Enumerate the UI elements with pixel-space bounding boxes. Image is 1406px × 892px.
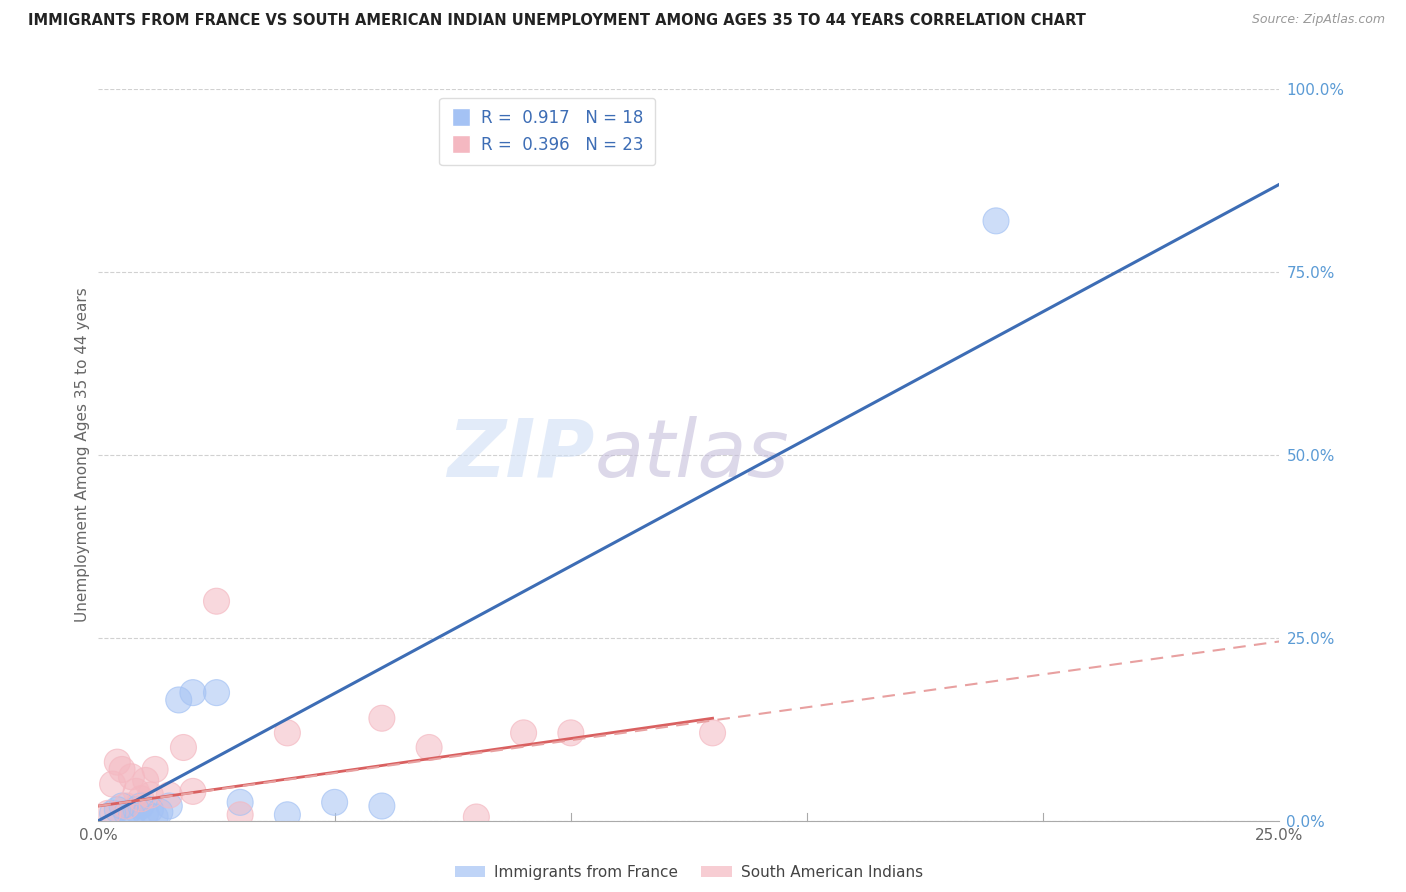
Text: ZIP: ZIP <box>447 416 595 494</box>
Point <box>143 763 166 777</box>
Point <box>149 805 172 819</box>
Point <box>97 806 120 821</box>
Point <box>129 799 152 814</box>
Point <box>167 693 190 707</box>
Point <box>172 740 194 755</box>
Point <box>143 810 166 824</box>
Point <box>121 807 143 822</box>
Point <box>229 807 252 822</box>
Point <box>139 788 162 802</box>
Point <box>512 726 534 740</box>
Point <box>560 726 582 740</box>
Point <box>205 686 228 700</box>
Point <box>115 806 138 821</box>
Text: atlas: atlas <box>595 416 789 494</box>
Point <box>135 806 157 821</box>
Point <box>418 740 440 755</box>
Point <box>465 810 488 824</box>
Point <box>371 799 394 814</box>
Point <box>105 803 128 817</box>
Point <box>135 773 157 788</box>
Point <box>121 807 143 822</box>
Point <box>111 763 134 777</box>
Point <box>115 806 138 821</box>
Point <box>101 806 124 821</box>
Point <box>121 770 143 784</box>
Point <box>181 784 204 798</box>
Point <box>323 796 346 810</box>
Point <box>111 799 134 814</box>
Point <box>97 806 120 821</box>
Point <box>125 803 148 817</box>
Point <box>512 726 534 740</box>
Point <box>139 803 162 817</box>
Point <box>276 807 298 822</box>
Point <box>121 770 143 784</box>
Point <box>149 805 172 819</box>
Point <box>157 788 180 802</box>
Point <box>139 803 162 817</box>
Point <box>984 214 1007 228</box>
Point <box>560 726 582 740</box>
Point <box>129 799 152 814</box>
Point <box>111 799 134 814</box>
Point <box>125 784 148 798</box>
Point <box>125 784 148 798</box>
Point <box>323 796 346 810</box>
Y-axis label: Unemployment Among Ages 35 to 44 years: Unemployment Among Ages 35 to 44 years <box>75 287 90 623</box>
Point <box>181 784 204 798</box>
Point <box>101 806 124 821</box>
Point <box>125 803 148 817</box>
Point <box>702 726 724 740</box>
Point <box>135 773 157 788</box>
Point <box>129 791 152 805</box>
Point <box>157 799 180 814</box>
Legend: Immigrants from France, South American Indians: Immigrants from France, South American I… <box>449 859 929 886</box>
Point <box>205 594 228 608</box>
Point <box>181 686 204 700</box>
Point <box>465 810 488 824</box>
Text: IMMIGRANTS FROM FRANCE VS SOUTH AMERICAN INDIAN UNEMPLOYMENT AMONG AGES 35 TO 44: IMMIGRANTS FROM FRANCE VS SOUTH AMERICAN… <box>28 13 1085 29</box>
Point <box>276 726 298 740</box>
Point <box>115 799 138 814</box>
Point <box>702 726 724 740</box>
Point <box>101 777 124 791</box>
Point <box>229 796 252 810</box>
Point <box>205 686 228 700</box>
Point <box>181 686 204 700</box>
Text: Source: ZipAtlas.com: Source: ZipAtlas.com <box>1251 13 1385 27</box>
Point <box>135 806 157 821</box>
Point <box>105 755 128 769</box>
Point <box>105 803 128 817</box>
Point <box>371 711 394 725</box>
Point <box>371 799 394 814</box>
Point <box>157 799 180 814</box>
Point <box>984 214 1007 228</box>
Point <box>115 799 138 814</box>
Point <box>172 740 194 755</box>
Point <box>205 594 228 608</box>
Point <box>129 791 152 805</box>
Point <box>111 763 134 777</box>
Point <box>143 763 166 777</box>
Point <box>105 755 128 769</box>
Point <box>229 796 252 810</box>
Point <box>101 777 124 791</box>
Point <box>418 740 440 755</box>
Point <box>139 788 162 802</box>
Point <box>371 711 394 725</box>
Point <box>157 788 180 802</box>
Point <box>276 726 298 740</box>
Point <box>276 807 298 822</box>
Point <box>167 693 190 707</box>
Point <box>229 807 252 822</box>
Point <box>143 810 166 824</box>
